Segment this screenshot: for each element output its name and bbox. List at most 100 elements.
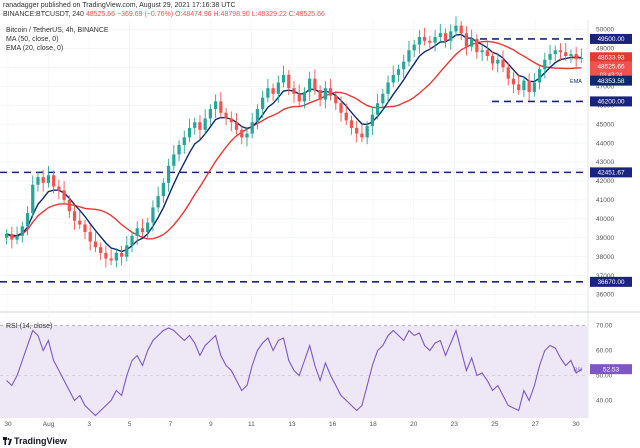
candle-body	[443, 33, 448, 41]
candle-body	[187, 127, 192, 138]
candle-body	[104, 252, 108, 259]
candle-body	[328, 88, 333, 96]
rsi-tick-label: 50.00	[596, 373, 613, 380]
candle-body	[72, 211, 77, 221]
candle-body	[375, 103, 380, 115]
price-tick-label: 38000	[596, 254, 614, 261]
candle-body	[490, 55, 495, 64]
candle-body	[25, 213, 30, 227]
candle-body	[146, 222, 150, 233]
candle-body	[396, 69, 401, 75]
candle-body	[334, 95, 338, 104]
legend-ema: EMA (20, close, 0)	[6, 45, 64, 52]
rsi-line	[6, 327, 582, 417]
candle-body	[245, 133, 249, 138]
level-label-box	[590, 96, 632, 107]
price-tick-label: 49000	[596, 46, 614, 53]
level-label: 36670.00	[597, 279, 624, 286]
bar-countdown-label: 03:43:24	[600, 72, 623, 78]
candle-body	[10, 233, 14, 240]
candle-body	[172, 154, 176, 166]
candle-body	[517, 84, 521, 91]
footer-brand[interactable]: TradingView	[14, 436, 67, 446]
candle-body	[511, 78, 516, 85]
candle-body	[459, 25, 463, 34]
candle-body	[140, 228, 145, 233]
candle-body	[224, 112, 228, 119]
candle-body	[4, 233, 9, 238]
candle-body	[31, 184, 35, 214]
candle-body	[438, 33, 442, 38]
candle-body	[214, 101, 218, 109]
candle-body	[313, 78, 317, 91]
price-tick-label: 40000	[596, 216, 614, 223]
publish-info: ranadagger published on TradingView.com,…	[3, 2, 236, 9]
price-tick-label: 43000	[596, 159, 614, 166]
candle-body	[83, 224, 87, 233]
candle-body	[234, 122, 239, 130]
candle-body	[156, 196, 160, 208]
candle-body	[349, 120, 354, 128]
candle-body	[365, 126, 369, 138]
candle-body	[381, 93, 385, 104]
candle-body	[470, 38, 474, 47]
x-tick-label: 23	[451, 421, 459, 428]
candle-body	[125, 245, 129, 257]
candle-body	[281, 74, 286, 83]
candle-body	[292, 88, 296, 94]
candle-body	[151, 207, 155, 223]
candle-body	[506, 67, 510, 79]
last-price-label: 48525.66	[597, 63, 624, 70]
rsi-tick-label: 70.00	[596, 323, 613, 330]
ema-axis-tag: EMA	[570, 79, 582, 85]
price-tick-label: 44000	[596, 140, 614, 147]
candle-body	[344, 112, 348, 121]
candle-body	[501, 59, 505, 68]
price-tick-label: 42000	[596, 178, 614, 185]
price-tick-label: 45000	[596, 121, 614, 128]
candle-body	[229, 118, 233, 123]
candle-body	[449, 31, 453, 41]
x-tick-label: 27	[532, 421, 540, 428]
x-tick-label: 20	[410, 421, 418, 428]
level-label-box	[590, 33, 632, 44]
x-tick-label: 25	[491, 421, 499, 428]
x-tick-label: 11	[248, 421, 255, 428]
level-label-box	[590, 167, 632, 178]
level-label: 46200.00	[597, 99, 624, 106]
rsi-band	[0, 325, 588, 418]
candle-body	[360, 133, 364, 138]
candle-body	[475, 38, 479, 53]
candle-body	[423, 37, 427, 41]
price-value: 48525.66	[85, 11, 116, 18]
rsi-value-box	[590, 364, 632, 375]
candle-body	[266, 88, 270, 98]
candle-body	[569, 54, 573, 56]
candle-body	[271, 88, 275, 94]
rsi-tick-label: 40.00	[596, 398, 613, 405]
candle-body	[193, 122, 197, 128]
price-tick-label: 37000	[596, 273, 614, 280]
candle-body	[412, 44, 416, 51]
candle-body	[78, 220, 82, 225]
candle-body	[287, 74, 291, 89]
candle-body	[537, 69, 542, 83]
candle-body	[15, 235, 19, 240]
candle-body	[93, 241, 98, 248]
candle-body	[41, 177, 45, 183]
candle-body	[355, 127, 359, 134]
candle-body	[323, 88, 327, 100]
x-tick-label: 30	[572, 421, 580, 428]
candle-body	[46, 175, 51, 183]
candle-body	[250, 122, 254, 134]
candle-body	[198, 122, 202, 130]
ema-value-box	[590, 75, 632, 86]
candle-body	[177, 144, 181, 155]
candle-body	[99, 247, 103, 253]
price-tick-label: 41000	[596, 197, 614, 204]
symbol-info: BINANCE:BTCUSDT, 240 48525.66 −369.69 (−…	[3, 11, 325, 18]
candle-body	[543, 59, 547, 70]
candle-body	[52, 175, 56, 187]
candle-body	[67, 199, 71, 212]
